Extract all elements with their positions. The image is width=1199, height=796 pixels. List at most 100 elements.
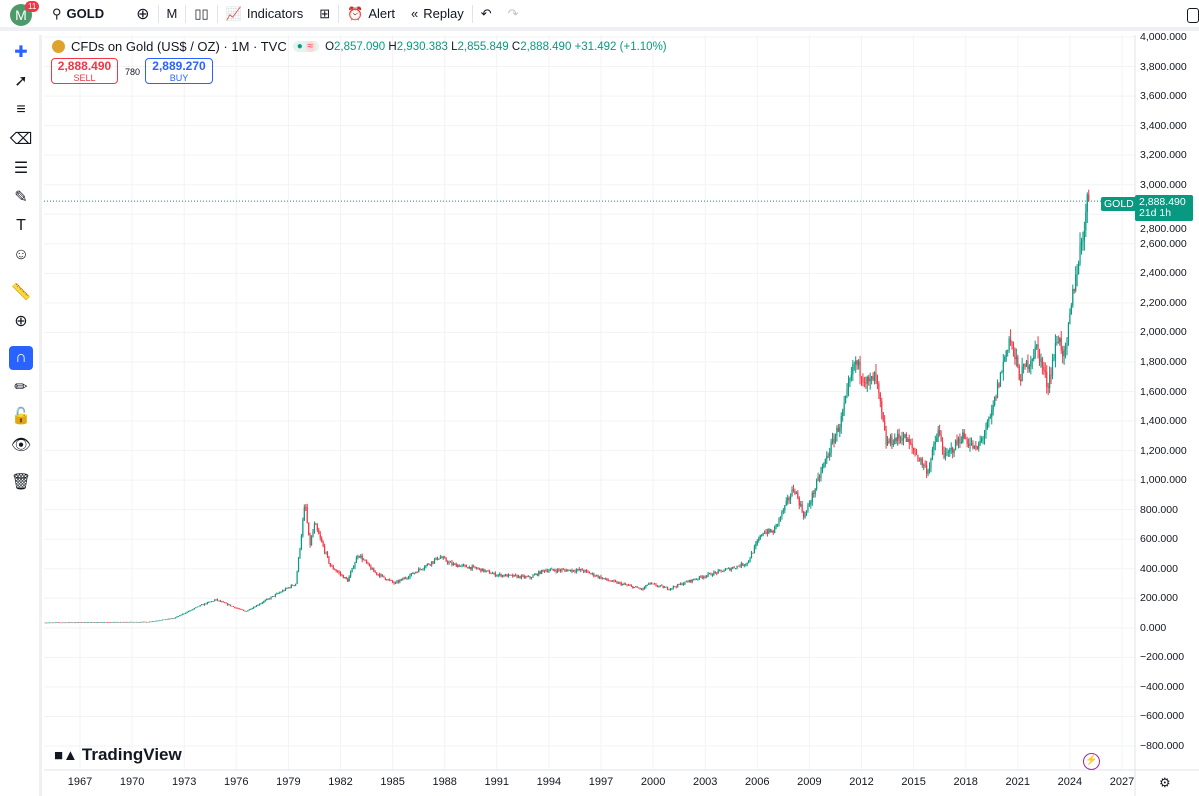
candle-up — [62, 622, 64, 624]
text-icon[interactable]: T — [16, 216, 26, 234]
candle-up — [1077, 263, 1080, 275]
candle-up — [842, 411, 844, 417]
candle-down — [59, 622, 61, 624]
candle-up — [1034, 346, 1036, 358]
candle-up — [750, 553, 753, 559]
candle-down — [1047, 386, 1049, 388]
candle-up — [814, 488, 816, 494]
candle-down — [1046, 371, 1048, 387]
candle-up — [991, 409, 993, 418]
fib-lines-icon[interactable]: ≡ — [16, 100, 26, 118]
candle-down — [446, 561, 449, 563]
candle-down — [240, 609, 242, 610]
candle-down — [924, 464, 926, 466]
buy-button[interactable]: 2,889.270 BUY — [145, 58, 213, 84]
candle-up — [435, 557, 437, 560]
candle-down — [572, 570, 575, 572]
candle-up — [889, 436, 892, 443]
candle-up — [604, 578, 606, 579]
candle-up — [348, 576, 350, 582]
lock-drawing-icon[interactable]: ✏ — [14, 378, 28, 396]
candle-up — [633, 586, 635, 588]
candle-up — [247, 610, 249, 612]
price-tick-label: 0.000 — [1140, 621, 1167, 634]
candle-up — [551, 568, 553, 570]
alert-button[interactable]: ⏰ Alert — [339, 0, 403, 27]
undo-button[interactable]: ↶ — [473, 0, 500, 27]
candle-down — [337, 571, 339, 572]
trend-line-icon[interactable]: ➚ — [14, 72, 28, 90]
candle-down — [445, 558, 447, 562]
candle-down — [444, 557, 446, 559]
candle-up — [623, 583, 625, 585]
candle-up — [871, 376, 873, 380]
candle-up — [47, 622, 49, 624]
candle-up — [153, 621, 155, 622]
interval-button[interactable]: M — [159, 0, 186, 27]
lightning-icon[interactable]: ⚡ — [1083, 753, 1100, 770]
candle-up — [254, 606, 256, 608]
candle-up — [805, 510, 808, 515]
candle-down — [111, 622, 113, 623]
indicators-button[interactable]: 📈 Indicators — [218, 0, 312, 27]
price-tick-label: 3,000.000 — [1140, 178, 1187, 191]
layouts-button[interactable]: ⊞ — [311, 0, 338, 27]
candle-down — [1037, 344, 1039, 350]
candle-up — [658, 585, 660, 587]
symbol-search-button[interactable]: ⚲ GOLD — [44, 0, 112, 27]
redo-button[interactable]: ↷ — [500, 0, 527, 27]
candle-down — [885, 430, 887, 445]
pattern-icon[interactable]: ⌫ — [9, 130, 33, 148]
candle-up — [387, 579, 389, 581]
ruler-icon[interactable]: 📏 — [11, 283, 31, 301]
settings-icon[interactable]: ⚙ — [1159, 775, 1171, 790]
forecast-icon[interactable]: ☰ — [13, 159, 29, 177]
chart-type-button[interactable]: ▯▯ — [186, 0, 216, 27]
candle-up — [76, 622, 78, 623]
divider — [338, 4, 340, 23]
candle-up — [104, 622, 106, 623]
candle-up — [778, 518, 780, 524]
candle-down — [515, 574, 517, 576]
candle-up — [816, 480, 818, 489]
candle-down — [60, 622, 62, 624]
candle-down — [642, 588, 644, 590]
candle-up — [730, 568, 732, 571]
candle-up — [988, 418, 990, 422]
candle-up — [1001, 371, 1003, 373]
replay-button[interactable]: « Replay — [403, 0, 472, 27]
candle-up — [1086, 194, 1088, 213]
candle-down — [268, 598, 271, 600]
candle-up — [355, 557, 358, 563]
candle-up — [732, 567, 734, 569]
candle-up — [189, 610, 191, 612]
candle-up — [312, 531, 314, 537]
eye-icon[interactable]: 👁 — [10, 436, 32, 454]
candle-up — [261, 602, 263, 604]
window-button[interactable] — [1187, 8, 1199, 23]
candle-up — [310, 536, 313, 546]
brush-icon[interactable]: ✎ — [14, 188, 28, 206]
emoji-icon[interactable]: ☺ — [12, 245, 30, 263]
candle-down — [626, 584, 628, 586]
candle-up — [360, 555, 362, 557]
search-icon: ⚲ — [52, 5, 62, 21]
candle-down — [144, 621, 146, 623]
trash-icon[interactable]: 🗑 — [10, 473, 32, 491]
sell-button[interactable]: 2,888.490 SELL — [51, 58, 118, 84]
candle-down — [587, 571, 589, 573]
candle-down — [127, 622, 129, 623]
candle-up — [635, 586, 637, 588]
compare-button[interactable]: ⊕ — [128, 0, 157, 27]
candle-down — [478, 568, 481, 570]
avatar[interactable]: M 11 — [0, 0, 44, 27]
candle-up — [824, 459, 826, 464]
candle-down — [308, 522, 310, 536]
lock-icon[interactable]: 🔓 — [11, 407, 31, 425]
zoom-in-icon[interactable]: ⊕ — [14, 312, 28, 330]
candle-up — [598, 576, 601, 578]
candle-up — [179, 615, 181, 617]
magnet-icon[interactable]: ∩ — [9, 345, 33, 370]
crosshair-icon[interactable]: ✚ — [14, 43, 28, 61]
price-chart[interactable] — [44, 35, 1199, 796]
